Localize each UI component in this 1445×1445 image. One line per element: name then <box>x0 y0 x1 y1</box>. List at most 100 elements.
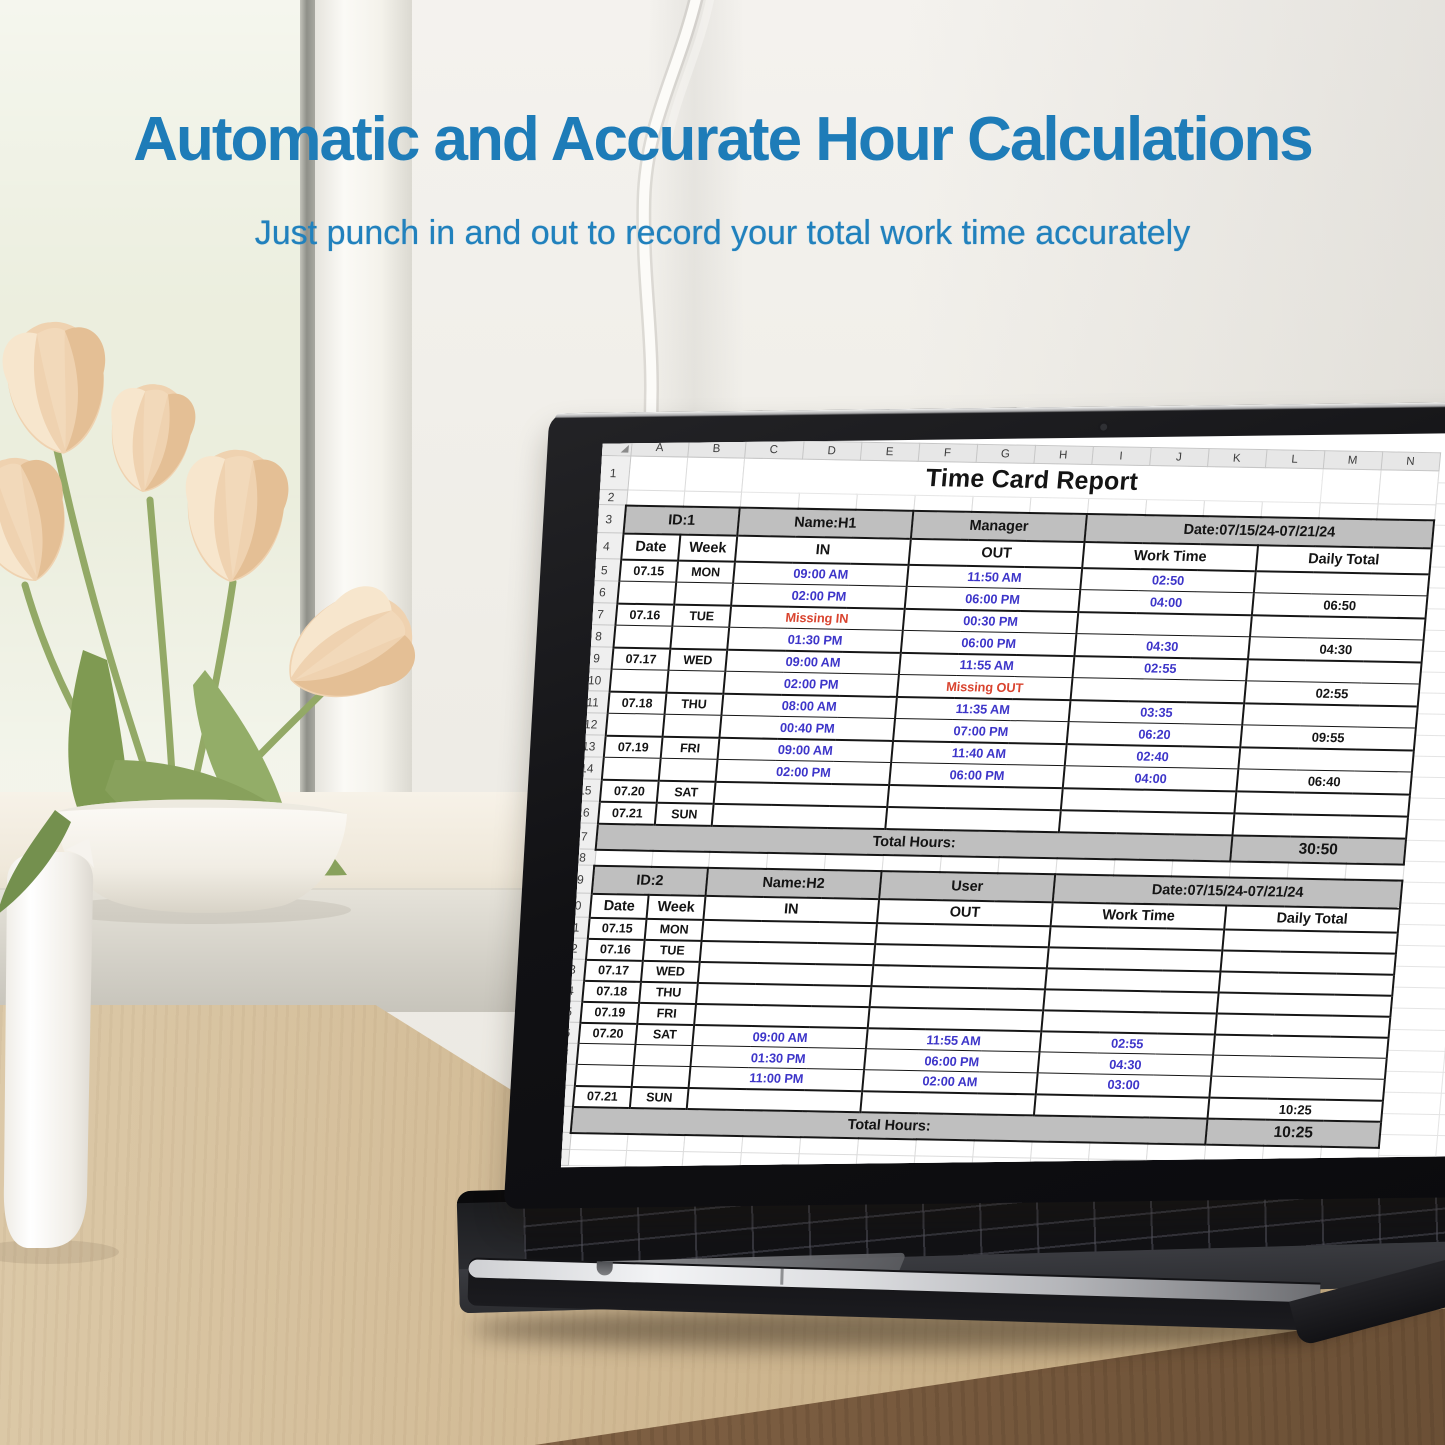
sheet-cell[interactable]: 11:55 AM <box>898 652 1075 678</box>
sheet-cell[interactable] <box>666 670 726 694</box>
sheet-cell[interactable]: 00:40 PM <box>719 715 896 741</box>
spreadsheet-table[interactable]: ◢ A B C D E F G H I J K L M N 1 Time Card Report 2 3 ID:1 Na… <box>560 437 1441 1168</box>
sheet-cell[interactable]: Date <box>621 533 681 561</box>
sheet-cell[interactable] <box>1086 498 1147 515</box>
sheet-cell[interactable]: 07.15 <box>619 559 679 583</box>
sheet-cell[interactable] <box>601 757 661 781</box>
sheet-cell[interactable]: 04:30 <box>1248 636 1424 662</box>
sheet-cell[interactable] <box>1286 862 1346 880</box>
sheet-cell[interactable]: 06:20 <box>1066 721 1243 747</box>
column-header-L[interactable]: L <box>1264 449 1325 469</box>
sheet-cell[interactable] <box>823 853 884 871</box>
sheet-cell[interactable]: 10:25 <box>1205 1118 1382 1148</box>
sheet-cell[interactable]: SUN <box>629 1086 689 1109</box>
sheet-cell[interactable] <box>913 495 973 512</box>
sheet-cell[interactable]: FRI <box>660 736 720 760</box>
sheet-cell[interactable] <box>1070 677 1247 703</box>
sheet-cell[interactable]: 02:00 PM <box>715 759 892 785</box>
column-header-I[interactable]: I <box>1091 446 1151 466</box>
sheet-cell[interactable]: WED <box>641 960 700 983</box>
sheet-cell[interactable] <box>1076 611 1252 637</box>
sheet-cell[interactable]: 09:55 <box>1240 724 1416 751</box>
sheet-cell[interactable] <box>1234 790 1411 817</box>
sheet-cell[interactable]: 02:00 PM <box>723 671 899 697</box>
sheet-cell[interactable]: 06:00 PM <box>900 630 1077 656</box>
sheet-cell[interactable] <box>1232 812 1409 839</box>
sheet-cell[interactable] <box>1318 502 1378 519</box>
sheet-cell[interactable]: Week <box>646 894 706 920</box>
sheet-cell[interactable] <box>713 781 890 807</box>
sheet-cell[interactable] <box>626 490 685 507</box>
sheet-cell[interactable] <box>765 852 826 870</box>
sheet-cell[interactable] <box>881 854 941 872</box>
sheet-cell[interactable] <box>682 1134 743 1153</box>
sheet-cell[interactable]: WED <box>668 648 728 672</box>
sheet-cell[interactable] <box>651 850 710 868</box>
sheet-cell[interactable]: ID:2 <box>591 865 709 896</box>
sheet-cell[interactable]: ID:1 <box>623 505 740 536</box>
sheet-cell[interactable] <box>1060 787 1237 813</box>
sheet-cell[interactable]: OUT <box>877 898 1053 926</box>
sheet-cell[interactable] <box>997 856 1057 874</box>
column-header-H[interactable]: H <box>1033 445 1093 465</box>
sheet-cell[interactable] <box>939 855 999 873</box>
sheet-cell[interactable]: 04:00 <box>1078 589 1254 615</box>
sheet-cell[interactable] <box>1377 469 1439 505</box>
sheet-cell[interactable] <box>674 582 734 606</box>
sheet-cell[interactable] <box>887 784 1063 810</box>
sheet-cell[interactable]: Daily Total <box>1224 904 1400 933</box>
sheet-cell[interactable]: IN <box>735 535 911 565</box>
sheet-cell[interactable]: 07.16 <box>585 938 645 961</box>
sheet-cell[interactable] <box>1376 503 1436 520</box>
sheet-cell[interactable]: 06:00 PM <box>904 586 1081 612</box>
sheet-cell[interactable] <box>739 492 799 509</box>
sheet-cell[interactable] <box>972 1139 1032 1158</box>
sheet-cell[interactable]: Work Time <box>1050 901 1227 929</box>
sheet-cell[interactable]: TUE <box>642 939 702 962</box>
sheet-cell[interactable] <box>1058 809 1235 835</box>
sheet-cell[interactable]: Work Time <box>1082 541 1259 571</box>
sheet-cell[interactable] <box>605 713 665 737</box>
sheet-cell[interactable]: 09:00 AM <box>717 737 894 763</box>
sheet-cell[interactable]: 30:50 <box>1230 834 1407 865</box>
sheet-cell[interactable] <box>711 803 888 829</box>
sheet-cell[interactable] <box>1246 658 1422 685</box>
sheet-cell[interactable]: 07.21 <box>597 801 657 825</box>
sheet-cell[interactable]: 02:55 <box>1244 680 1420 707</box>
sheet-cell[interactable]: 08:00 AM <box>721 693 897 719</box>
sheet-cell[interactable] <box>633 1044 693 1067</box>
column-header-D[interactable]: D <box>801 441 862 461</box>
sheet-cell[interactable] <box>1202 500 1262 517</box>
sheet-cell[interactable]: SAT <box>656 780 716 804</box>
sheet-cell[interactable] <box>1260 501 1320 518</box>
sheet-cell[interactable]: Name:H2 <box>705 867 882 899</box>
column-header-M[interactable]: M <box>1322 450 1383 470</box>
sheet-cell[interactable]: 02:50 <box>1080 567 1256 593</box>
sheet-cell[interactable] <box>670 626 730 650</box>
sheet-cell[interactable] <box>627 455 688 492</box>
sheet-cell[interactable]: FRI <box>637 1002 697 1025</box>
sheet-cell[interactable] <box>576 1043 636 1066</box>
sheet-cell[interactable] <box>1253 570 1430 596</box>
sheet-cell[interactable] <box>658 758 718 782</box>
sheet-cell[interactable]: IN <box>703 895 880 923</box>
sheet-cell[interactable] <box>1238 746 1414 773</box>
row-header-2[interactable]: 2 <box>594 489 628 506</box>
sheet-cell[interactable]: Week <box>678 534 738 562</box>
sheet-cell[interactable] <box>1144 499 1205 516</box>
sheet-cell[interactable] <box>681 1151 741 1168</box>
sheet-cell[interactable]: MON <box>676 560 736 584</box>
sheet-cell[interactable]: 07.20 <box>578 1022 638 1045</box>
sheet-cell[interactable] <box>1030 1140 1090 1160</box>
sheet-cell[interactable] <box>740 1135 801 1154</box>
sheet-cell[interactable]: 07.19 <box>603 735 663 759</box>
sheet-cell[interactable]: Daily Total <box>1255 544 1432 574</box>
sheet-cell[interactable]: Name:H1 <box>737 507 914 539</box>
sheet-cell[interactable] <box>569 1132 628 1151</box>
sheet-cell[interactable] <box>1145 1143 1206 1162</box>
sheet-cell[interactable]: 02:55 <box>1072 655 1249 681</box>
row-header-1[interactable]: 1 <box>595 455 631 491</box>
sheet-cell[interactable] <box>1319 468 1381 504</box>
column-header-E[interactable]: E <box>859 442 920 462</box>
sheet-cell[interactable] <box>624 1150 683 1168</box>
